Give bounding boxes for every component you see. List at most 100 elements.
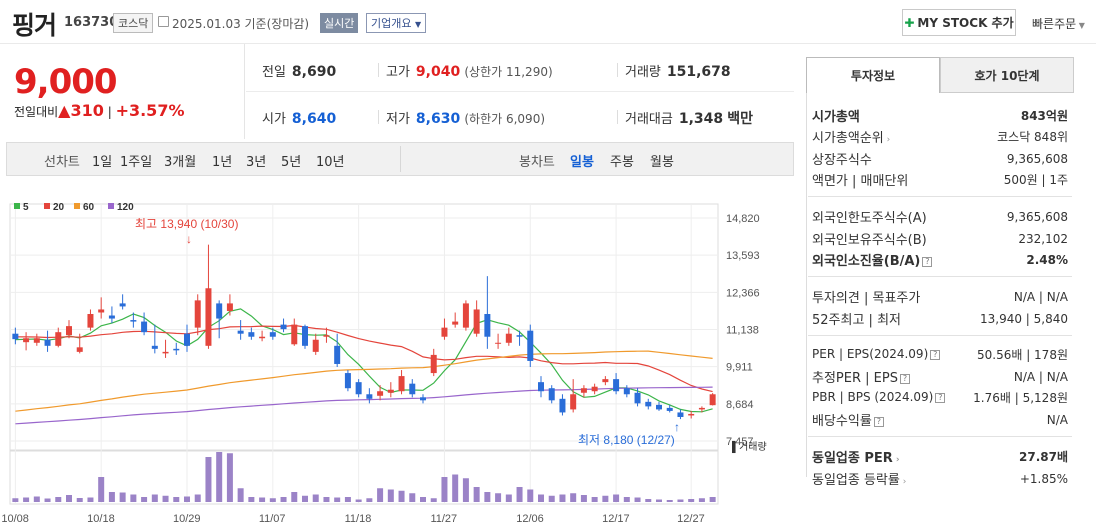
high-price: 고가 9,040 (상한가 11,290) [386, 61, 553, 80]
change-label: 전일대비 [14, 105, 59, 119]
period-3m[interactable]: 3개월 [164, 155, 197, 170]
volume: 거래량 151,678 [625, 61, 731, 80]
candle-body [452, 321, 459, 325]
pbr-value: 1.76배 | 5,128원 [973, 391, 1068, 405]
candle-body [484, 314, 491, 337]
period-weekly[interactable]: 주봉 [610, 155, 634, 170]
candle-body [709, 394, 716, 406]
est-per-value: N/A | N/A [1013, 369, 1068, 384]
candle-body [634, 392, 641, 404]
stock-chart[interactable]: 14,820 13,593 12,366 11,138 9,911 8,684 7,457 1… [0, 180, 794, 532]
period-5y[interactable]: 5년 [281, 155, 302, 170]
volume-bar [344, 497, 351, 502]
candle-body [495, 342, 502, 344]
x-tick-label: 12/27 [677, 513, 705, 525]
candle-body [162, 351, 169, 354]
realtime-badge[interactable]: 실시간 [320, 13, 359, 33]
candle-body [441, 327, 448, 337]
help-icon[interactable]: ? [935, 392, 946, 403]
volume-bar [66, 495, 72, 502]
volume-bar [248, 497, 255, 502]
candle-body [173, 348, 180, 351]
industry-rate-row: 동일업종 등락률 › +1.85% [812, 468, 1068, 489]
dividend-value: N/A [1046, 412, 1068, 427]
price-plot-frame [9, 203, 719, 452]
volume-bar [527, 489, 534, 502]
per-value: 50.56배 | 178원 [976, 348, 1068, 362]
volume-bar [677, 499, 684, 502]
help-icon[interactable]: ? [899, 373, 910, 384]
volume-bar [98, 477, 105, 502]
candle-body [108, 315, 115, 319]
legend-label: 60 [83, 202, 95, 213]
help-icon[interactable]: ? [873, 416, 884, 427]
rank-label[interactable]: 시가총액순위 › [812, 127, 890, 146]
period-daily[interactable]: 일봉 [570, 155, 594, 170]
period-1w[interactable]: 1주일 [120, 155, 153, 170]
company-overview-label: 기업개요 [371, 17, 412, 30]
candle-body [398, 376, 405, 392]
volume-bar [570, 493, 577, 502]
ma-20-line [15, 324, 713, 393]
change-percent: +3.57% [115, 101, 185, 120]
period-10y[interactable]: 10년 [316, 155, 345, 170]
candle-body [12, 333, 19, 340]
week52-row: 52주최고 | 최저 13,940 | 5,840 [812, 308, 1068, 329]
period-monthly[interactable]: 월봉 [650, 155, 674, 170]
period-3y[interactable]: 3년 [246, 155, 267, 170]
candle-body [602, 379, 609, 383]
industry-per-value: 27.87배 [1019, 450, 1068, 464]
calendar-icon [158, 16, 169, 27]
tab-orderbook[interactable]: 호가 10단계 [940, 57, 1074, 93]
volume-bar [259, 497, 266, 502]
help-icon[interactable]: ? [922, 256, 933, 267]
candle-body [248, 332, 255, 337]
base-date: 2025.01.03 기준(장마감) [172, 17, 310, 31]
period-1y[interactable]: 1년 [212, 155, 233, 170]
chevron-right-icon: › [899, 477, 907, 487]
company-overview-dropdown[interactable]: 기업개요 ▼ [366, 13, 427, 33]
high-label: 고가 [386, 65, 410, 80]
candle-body [688, 413, 695, 416]
candle-body [409, 383, 416, 395]
candle-body [516, 335, 523, 337]
industry-rate-label[interactable]: 동일업종 등락률 › [812, 469, 906, 488]
volume-bar [334, 497, 341, 502]
upper-limit: (상한가 11,290) [464, 65, 553, 79]
volume-bar [495, 493, 502, 502]
legend-label: 20 [53, 202, 65, 213]
week52-label: 52주최고 | 최저 [812, 313, 901, 328]
candle-body [216, 303, 223, 319]
candle-body [570, 394, 577, 410]
industry-rate-value: +1.85% [1019, 471, 1068, 486]
candle-body [377, 391, 384, 396]
volume-bar [602, 495, 609, 502]
period-1d[interactable]: 1일 [92, 155, 113, 170]
volume-value: 151,678 [666, 64, 731, 80]
industry-per-text: 동일업종 PER [812, 451, 893, 466]
volume-bar [216, 452, 223, 502]
amount-value: 1,348 [678, 111, 724, 127]
candle-body [591, 386, 598, 392]
add-my-stock-button[interactable]: ✚ MY STOCK 추가 [902, 9, 1016, 36]
candle-body [130, 320, 137, 322]
volume-bar [559, 494, 566, 502]
candle-body [280, 324, 287, 330]
down-arrow-icon: ↑ [674, 420, 680, 434]
candle-body [645, 401, 652, 407]
candle-period-tabs: 일봉 주봉 월봉 [570, 151, 690, 170]
trade-amount: 거래대금 1,348 백만 [625, 108, 753, 128]
candle-body [312, 339, 319, 352]
tab-investment-info[interactable]: 투자정보 [806, 57, 940, 93]
help-icon[interactable]: ? [930, 349, 941, 360]
industry-per-label[interactable]: 동일업종 PER › [812, 447, 900, 466]
divider [400, 146, 401, 172]
ma-120-line [15, 386, 713, 425]
chevron-right-icon: › [883, 135, 891, 145]
volume-bar [516, 487, 523, 502]
candle-body [430, 354, 437, 374]
x-tick-label: 11/27 [430, 513, 457, 525]
per-row: PER | EPS(2024.09)? 50.56배 | 178원 [812, 344, 1068, 365]
quick-order-button[interactable]: 빠른주문 ▼ [1032, 15, 1085, 32]
change-up-icon: ▲ [58, 101, 71, 120]
